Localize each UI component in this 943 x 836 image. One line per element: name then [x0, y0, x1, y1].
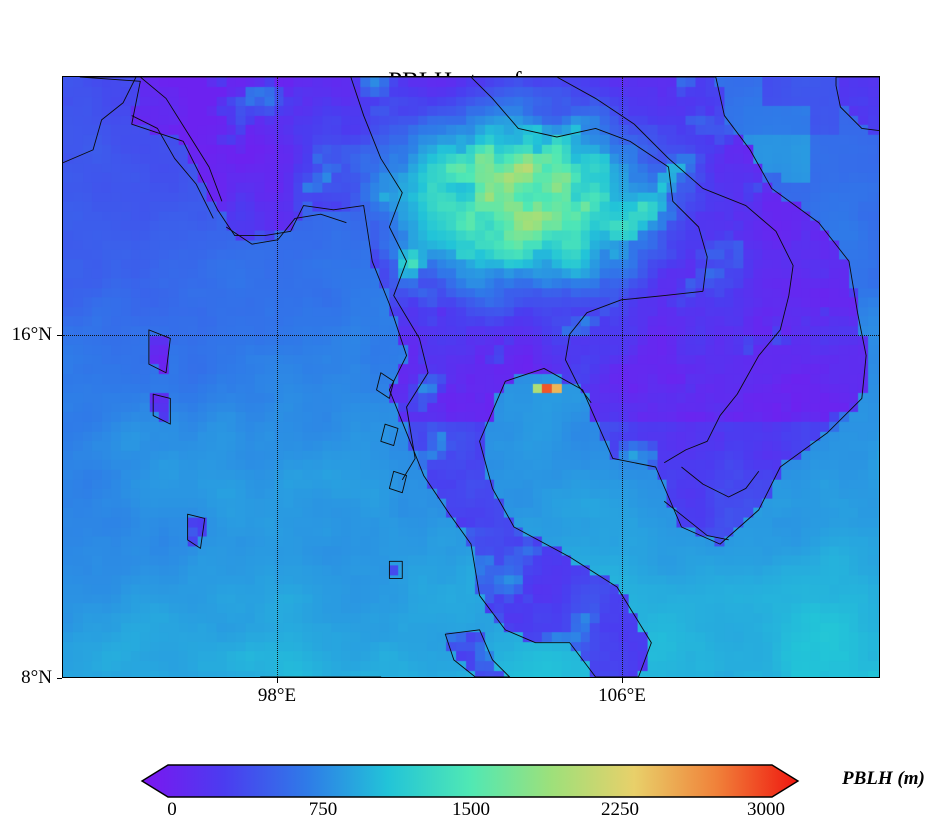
xtick-label-106E: 106°E: [598, 685, 646, 706]
colorbar-tick-750: 750: [308, 799, 338, 820]
map-plot-area[interactable]: [62, 76, 880, 678]
xtick-label-98E: 98°E: [257, 685, 297, 706]
gridline-98E: [277, 77, 278, 677]
colorbar-tick-1500: 1500: [452, 799, 490, 820]
colorbar[interactable]: [140, 763, 800, 799]
colorbar-tick-0: 0: [167, 799, 177, 820]
colorbar-gradient: [140, 764, 800, 798]
ytick-mark-16N: [57, 335, 62, 336]
colorbar-axis-label: PBLH (m): [842, 768, 925, 789]
colorbar-tick-2250: 2250: [601, 799, 639, 820]
pblh-heatmap-raster: [63, 77, 879, 677]
ytick-label-8N: 8°N: [21, 667, 52, 688]
ytick-label-16N: 16°N: [11, 324, 52, 345]
gridline-106E: [622, 77, 623, 677]
colorbar-tick-3000: 3000: [747, 799, 785, 820]
ytick-mark-8N: [57, 678, 62, 679]
xtick-mark-98E: [277, 678, 278, 683]
xtick-mark-106E: [622, 678, 623, 683]
gridline-16N: [63, 335, 879, 336]
